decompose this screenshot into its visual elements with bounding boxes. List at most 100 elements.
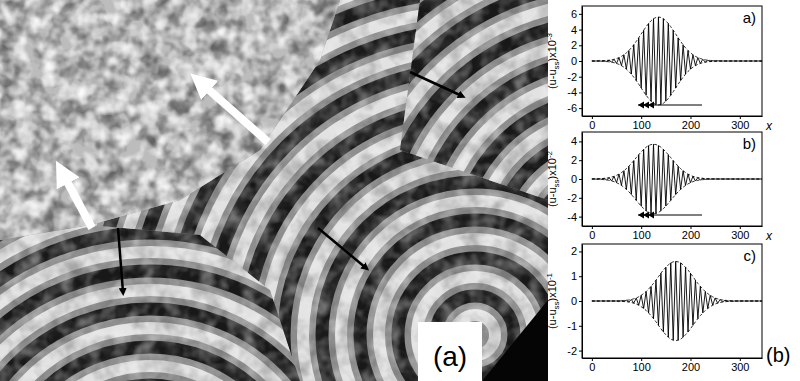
turbulent-background <box>0 0 548 381</box>
tick-label: 200 <box>682 361 700 373</box>
black-arrow <box>318 228 366 268</box>
tick-label: -2 <box>567 71 577 83</box>
envelope-line <box>592 301 762 341</box>
tick-label: -2 <box>567 192 577 204</box>
axis-line <box>583 116 763 117</box>
light-band <box>0 0 548 381</box>
y-tick: -6 <box>567 102 582 114</box>
tick-mark <box>579 301 582 302</box>
y-tick: 1 <box>571 270 582 282</box>
signal-line <box>592 144 762 213</box>
turbulent-region <box>0 0 548 381</box>
panel-title: b) <box>743 135 756 152</box>
y-axis-title-part: (u-u <box>546 187 558 207</box>
tick-label: 2 <box>571 154 577 166</box>
y-axis-title-part: -1 <box>545 272 554 280</box>
y-axis-title-part: ss <box>552 179 561 187</box>
tick-mark <box>579 160 582 161</box>
tick-label: 2 <box>571 39 577 51</box>
black-arrow <box>410 72 462 96</box>
light-band <box>0 0 548 381</box>
image-grain <box>0 0 548 381</box>
light-band <box>0 0 548 381</box>
y-tick: 0 <box>571 295 582 307</box>
tick-label: 300 <box>731 119 749 131</box>
plot-frame <box>582 132 762 226</box>
envelope-line <box>592 179 762 214</box>
dark-band <box>0 0 548 381</box>
tick-mark <box>579 77 582 78</box>
black-arrow <box>118 228 123 292</box>
x-axis: 0 100 200 300 <box>583 226 763 241</box>
tick-mark <box>579 61 582 62</box>
tick-mark <box>579 217 582 218</box>
tick-mark <box>579 141 582 142</box>
axis-line <box>582 7 583 117</box>
figure: (a)0100200300-6-4-20246a)x(u-uss)x10-301… <box>0 0 800 381</box>
x-tick: 200 <box>682 226 700 241</box>
dark-band <box>0 0 548 381</box>
dark-band <box>0 0 548 381</box>
x-tick: 0 <box>589 226 595 241</box>
tick-label: -4 <box>567 211 577 223</box>
tick-label: 4 <box>571 135 577 147</box>
y-tick: -1 <box>567 320 582 332</box>
x-axis-title: x <box>765 229 773 243</box>
y-tick: 4 <box>571 24 582 36</box>
tick-label: 1 <box>571 270 577 282</box>
x-tick: 300 <box>731 116 749 131</box>
light-band <box>0 0 548 381</box>
tick-mark <box>579 45 582 46</box>
x-tick: 0 <box>589 116 595 131</box>
light-band <box>0 0 548 381</box>
tick-mark <box>579 326 582 327</box>
arrow-chevron <box>648 212 654 219</box>
tick-label: 2 <box>571 245 577 257</box>
light-band <box>0 0 548 381</box>
wave-rings <box>0 0 548 381</box>
dark-band <box>0 0 548 381</box>
light-band <box>0 0 548 381</box>
light-band <box>0 0 548 381</box>
dark-corner <box>482 300 548 381</box>
envelope-line <box>592 144 762 179</box>
arrow-chevron <box>648 102 654 109</box>
tick-mark <box>579 92 582 93</box>
tick-mark <box>579 179 582 180</box>
dark-band <box>0 0 548 381</box>
wave-rings <box>0 0 548 381</box>
tick-label: 0 <box>589 119 595 131</box>
y-axis-title-part: )x10 <box>546 280 558 301</box>
tick-label: 300 <box>731 361 749 373</box>
y-tick: -4 <box>567 211 582 223</box>
light-band <box>0 0 548 381</box>
dark-band <box>0 0 548 381</box>
tick-label: 100 <box>632 229 650 241</box>
y-tick: -2 <box>567 71 582 83</box>
tick-mark <box>579 30 582 31</box>
tick-label: 0 <box>571 55 577 67</box>
tick-label: 0 <box>571 295 577 307</box>
light-band <box>0 0 548 381</box>
x-tick: 100 <box>632 358 650 373</box>
light-band <box>0 0 548 381</box>
y-tick: -2 <box>567 345 582 357</box>
charts-label: (b) <box>766 344 790 366</box>
dark-band <box>0 0 548 381</box>
axis-line <box>582 245 583 359</box>
y-axis-title-part: ss <box>552 61 561 69</box>
y-axis-title-part: (u-u <box>546 69 558 89</box>
x-tick: 100 <box>632 226 650 241</box>
plot-area <box>592 261 762 340</box>
dark-band <box>0 0 548 381</box>
direction-arrow <box>638 212 702 219</box>
tick-label: 0 <box>589 361 595 373</box>
y-tick: -2 <box>567 192 582 204</box>
chart-panel: 0100200300-6-4-20246a)x(u-uss)x10-3 <box>545 6 773 133</box>
tick-label: -4 <box>567 86 577 98</box>
y-tick: 0 <box>571 55 582 67</box>
panel-title: c) <box>744 247 757 264</box>
x-tick: 300 <box>731 226 749 241</box>
light-band <box>0 0 548 381</box>
y-axis-title: (u-uss)x10-1 <box>545 272 561 329</box>
